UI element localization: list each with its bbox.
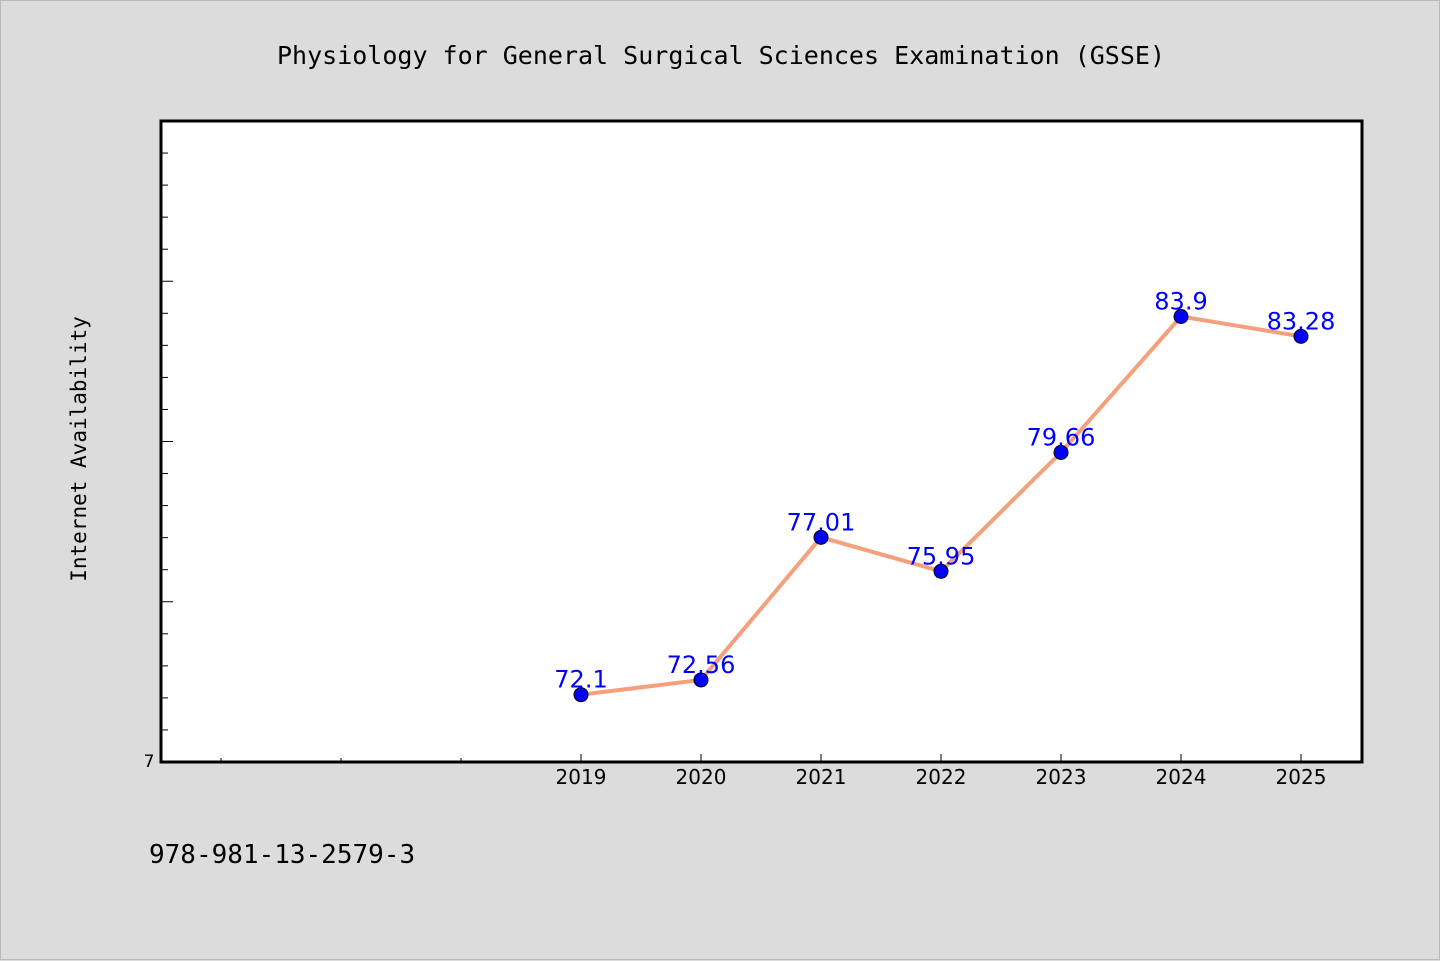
- data-label: 83.9: [1154, 288, 1207, 316]
- plot-area: [159, 119, 1364, 764]
- data-label: 72.1: [554, 666, 607, 694]
- x-tick-label: 2023: [1036, 765, 1087, 789]
- series-markers: [573, 309, 1309, 703]
- x-tick-label: 2022: [916, 765, 967, 789]
- x-tick-label: 2021: [796, 765, 847, 789]
- data-point: [1293, 328, 1309, 344]
- data-point: [933, 563, 949, 579]
- data-label: 79.66: [1027, 423, 1096, 451]
- data-label: 77.01: [787, 508, 856, 536]
- chart-title: Physiology for General Surgical Sciences…: [277, 41, 1165, 70]
- data-point: [813, 529, 829, 545]
- y-axis-label: Internet Availability: [67, 316, 91, 582]
- data-label: 83.28: [1267, 307, 1336, 335]
- data-label: 75.95: [907, 542, 976, 570]
- y-tick-label: 7: [144, 752, 155, 772]
- data-point: [573, 687, 589, 703]
- x-axis-ticks: [220, 754, 1302, 762]
- x-tick-label: 2020: [676, 765, 727, 789]
- x-tick-label: 2024: [1156, 765, 1207, 789]
- x-tick-labels: 2019 2020 2021 2022 2023 2024 2025: [556, 765, 1327, 789]
- data-point: [1173, 309, 1189, 325]
- y-axis-ticks: [161, 120, 173, 763]
- data-point: [693, 672, 709, 688]
- isbn-footnote: 978-981-13-2579-3: [149, 840, 415, 870]
- x-tick-label: 2025: [1276, 765, 1327, 789]
- data-labels: 72.1 72.56 77.01 75.95 79.66 83.9 83.28: [554, 288, 1335, 694]
- data-label: 72.56: [667, 651, 736, 679]
- data-point: [1053, 444, 1069, 460]
- x-tick-label: 2019: [556, 765, 607, 789]
